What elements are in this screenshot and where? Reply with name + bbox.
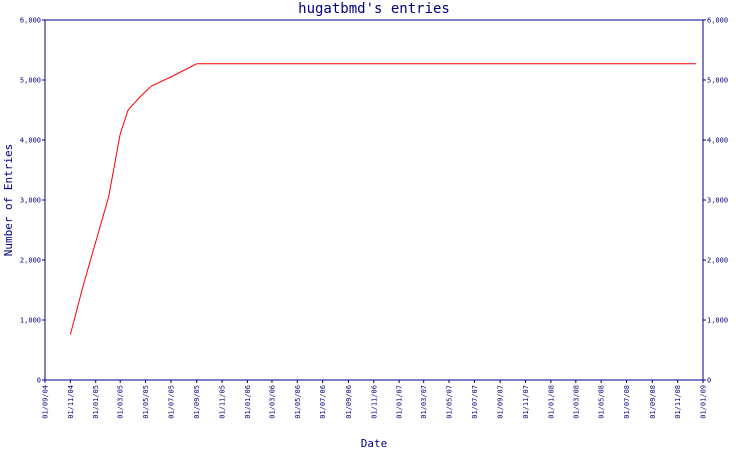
- x-tick-label: 01/05/06: [294, 385, 302, 419]
- x-tick-label: 01/11/06: [370, 385, 378, 419]
- plot-frame: [44, 19, 704, 381]
- series-line: [69, 63, 696, 335]
- x-tick-label: 01/09/05: [193, 385, 201, 419]
- x-tick-label: 01/03/08: [572, 385, 580, 419]
- y-tick-label-left: 6,000: [20, 17, 41, 25]
- y-tick-label-left: 1,000: [20, 317, 41, 325]
- x-tick-label: 01/03/07: [420, 385, 428, 419]
- x-tick-label: 01/07/08: [623, 385, 631, 419]
- x-axis-label: Date: [361, 437, 388, 450]
- x-tick-label: 01/07/05: [167, 385, 175, 419]
- y-tick-label-right: 0: [707, 377, 711, 385]
- y-tick-label-right: 2,000: [707, 257, 728, 265]
- x-tick-label: 01/05/07: [446, 385, 454, 419]
- x-tick-label: 01/11/04: [67, 385, 75, 419]
- x-tick-label: 01/09/07: [497, 385, 505, 419]
- chart-title: hugatbmd's entries: [298, 1, 450, 17]
- y-tick-label-right: 5,000: [707, 77, 728, 85]
- y-tick-label-left: 2,000: [20, 257, 41, 265]
- x-tick-label: 01/09/04: [42, 385, 50, 419]
- x-tick-label: 01/07/07: [471, 385, 479, 419]
- x-tick-label: 01/05/08: [598, 385, 606, 419]
- x-tick-label: 01/11/07: [522, 385, 530, 419]
- x-tick-label: 01/01/08: [547, 385, 555, 419]
- y-tick-label-right: 6,000: [707, 17, 728, 25]
- y-tick-label-right: 3,000: [707, 197, 728, 205]
- x-tick-label: 01/01/06: [244, 385, 252, 419]
- x-tick-label: 01/01/05: [92, 385, 100, 419]
- y-tick-label-left: 3,000: [20, 197, 41, 205]
- y-tick-label-right: 4,000: [707, 137, 728, 145]
- y-tick-label-left: 4,000: [20, 137, 41, 145]
- x-tick-label: 01/05/05: [142, 385, 150, 419]
- x-tick-label: 01/11/05: [219, 385, 227, 419]
- x-tick-label: 01/01/09: [700, 385, 708, 419]
- plot-area: 0 0 1,000 1,000 2,000 2,000 3,000 3,000 4,000 4,0…: [20, 17, 728, 419]
- x-tick-label: 01/01/07: [396, 385, 404, 419]
- y-tick-label-left: 0: [37, 377, 41, 385]
- y-tick-label-right: 1,000: [707, 317, 728, 325]
- x-tick-label: 01/03/05: [117, 385, 125, 419]
- y-tick-label-left: 5,000: [20, 77, 41, 85]
- x-tick-label: 01/09/06: [345, 385, 353, 419]
- y-axis-label: Number of Entries: [2, 144, 15, 257]
- x-tick-label: 01/07/06: [319, 385, 327, 419]
- x-tick-label: 01/09/08: [649, 385, 657, 419]
- x-tick-label: 01/03/06: [268, 385, 276, 419]
- x-tick-label: 01/11/08: [674, 385, 682, 419]
